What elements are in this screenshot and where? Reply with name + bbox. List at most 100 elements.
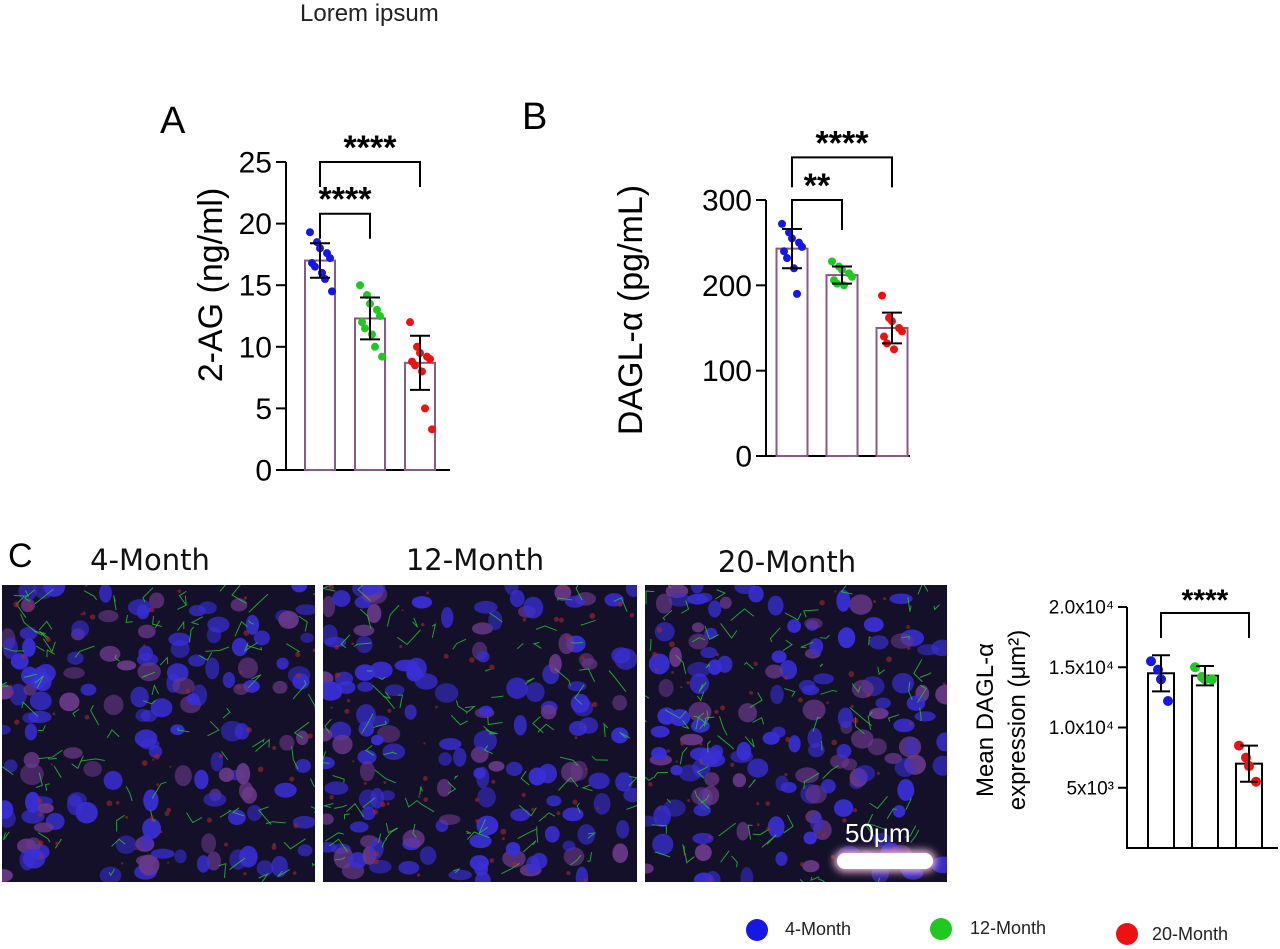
process (205, 646, 230, 652)
y-tick-label: 15 (239, 270, 272, 303)
nucleus (206, 851, 221, 871)
y-axis-label: DAGL-α (pg/mL) (612, 185, 650, 435)
process (219, 585, 227, 592)
process (365, 745, 375, 756)
process (80, 758, 105, 762)
process (679, 746, 688, 765)
process (465, 705, 477, 714)
nucleus (679, 733, 704, 746)
process (248, 593, 269, 613)
chart-a: 0 5 10 15 20 25 2-AG (ng/ml) **** **** (192, 130, 450, 488)
process (114, 654, 120, 662)
scale-bar-label: 50μm (845, 818, 911, 848)
puncta (882, 636, 885, 639)
puncta (574, 736, 578, 740)
puncta (36, 797, 43, 804)
nucleus (324, 781, 349, 795)
nucleus (570, 760, 588, 781)
data-point (898, 327, 906, 336)
puncta (866, 693, 871, 698)
nucleus (841, 758, 858, 771)
process (747, 824, 753, 840)
puncta (560, 585, 566, 590)
nucleus (506, 677, 528, 699)
process (323, 751, 330, 764)
nucleus (358, 789, 378, 810)
process (106, 729, 120, 739)
nucleus (22, 848, 46, 869)
process (466, 831, 490, 840)
nucleus (469, 855, 489, 871)
nucleus (765, 664, 784, 679)
process (207, 720, 220, 737)
process (46, 649, 56, 658)
nucleus (272, 680, 288, 694)
nucleus (411, 596, 433, 609)
nucleus (544, 825, 560, 843)
process (324, 718, 332, 734)
nucleus (2, 869, 13, 882)
process (466, 830, 471, 834)
puncta (756, 802, 760, 806)
nucleus (719, 596, 732, 609)
data-point (361, 324, 369, 333)
process (152, 615, 163, 628)
nucleus (438, 752, 452, 766)
nucleus (99, 585, 112, 603)
data-point (1163, 695, 1173, 706)
puncta (289, 776, 295, 782)
nucleus (890, 633, 914, 649)
nucleus (593, 792, 611, 815)
nucleus (614, 648, 637, 670)
process (74, 645, 95, 658)
process (664, 709, 687, 719)
puncta (374, 838, 378, 842)
micrograph-cells (323, 585, 637, 882)
puncta (756, 823, 760, 827)
nucleus (889, 593, 913, 605)
process (298, 615, 308, 632)
puncta (312, 648, 315, 653)
puncta (391, 749, 394, 752)
process (537, 723, 555, 733)
process (731, 855, 738, 868)
nucleus (205, 657, 220, 680)
process (649, 638, 652, 651)
nucleus (67, 792, 87, 807)
process (412, 823, 417, 838)
puncta (418, 795, 421, 798)
process (277, 868, 291, 878)
nucleus (563, 847, 585, 867)
process (357, 585, 371, 602)
puncta (148, 606, 155, 613)
puncta (785, 737, 791, 743)
process (142, 587, 154, 602)
nucleus (775, 851, 788, 866)
y-tick-label: 5x10³ (1066, 778, 1114, 799)
puncta (307, 733, 313, 739)
process (908, 681, 913, 701)
nucleus (802, 699, 826, 721)
nucleus (615, 772, 633, 792)
process (719, 716, 728, 736)
process (675, 654, 687, 675)
nucleus (63, 747, 83, 759)
process (705, 662, 710, 669)
process (353, 642, 372, 647)
nucleus (323, 624, 338, 646)
process (293, 721, 310, 739)
nucleus (245, 614, 260, 635)
process (810, 876, 820, 881)
process (231, 585, 247, 604)
puncta (334, 644, 340, 650)
nucleus (767, 816, 785, 838)
y-tick-label: 300 (702, 185, 752, 218)
puncta (709, 877, 713, 881)
process (783, 814, 794, 834)
puncta (159, 830, 163, 834)
nucleus (623, 787, 637, 803)
puncta (666, 749, 670, 753)
nucleus (669, 646, 682, 668)
process (782, 639, 793, 652)
nucleus (648, 653, 670, 675)
